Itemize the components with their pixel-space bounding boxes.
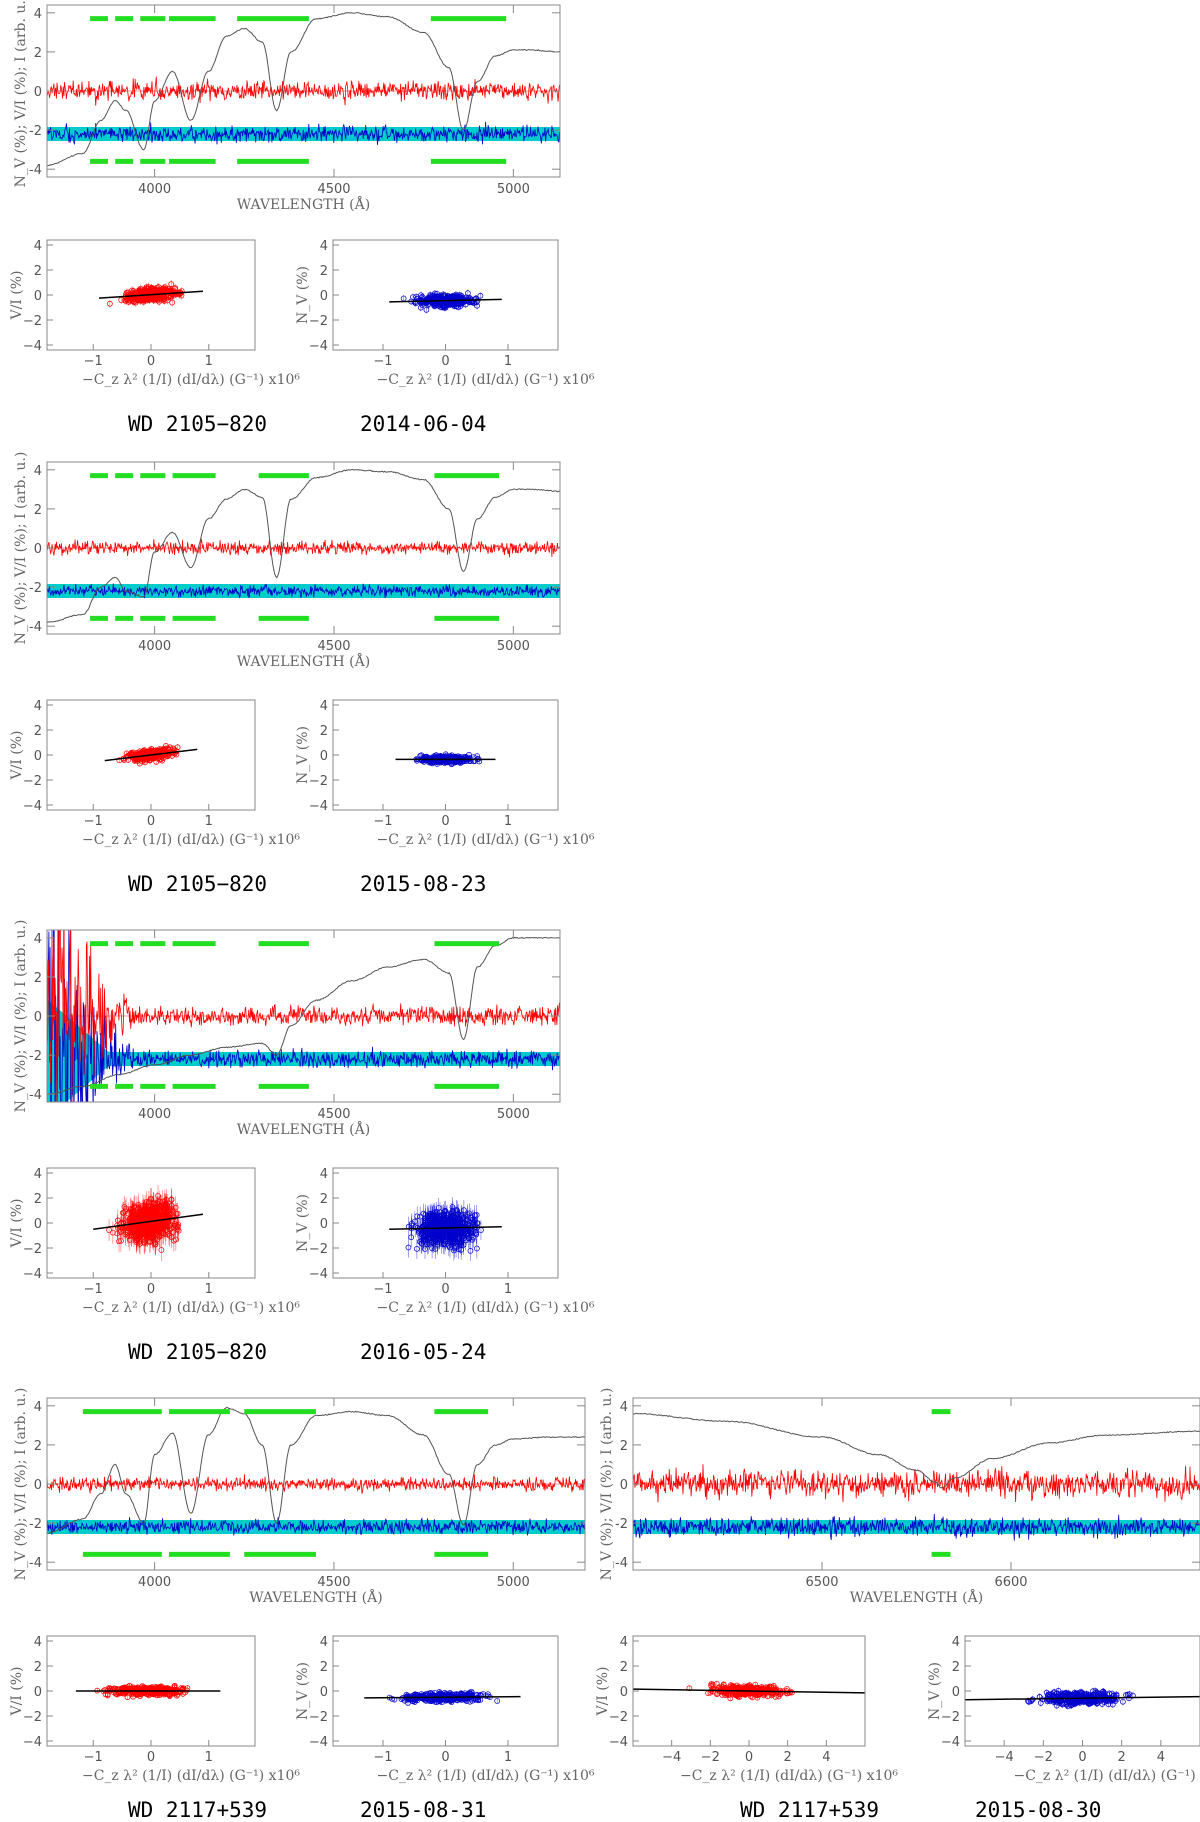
panel-1-plot-area <box>47 13 560 166</box>
panel-1-ytick-label-2: 2 <box>34 46 42 61</box>
panel-1-ytick-label--2: -2 <box>29 124 42 139</box>
panel-2-scatter-v-xtick-label--1: −1 <box>84 814 103 829</box>
panel-2-scatter-v-ytick-label-4: 4 <box>34 699 42 714</box>
panel-1-xlabel: WAVELENGTH (Å) <box>237 195 370 213</box>
panel-3-xtick-label-4000: 4000 <box>138 1107 171 1122</box>
panel-1-scatter-v-xtick-label-1: 1 <box>205 354 213 369</box>
panel-1-scatter-n-xtick-label--1: −1 <box>373 354 392 369</box>
panel-1-scatter-v-ytick-label-4: 4 <box>34 239 42 254</box>
panel-3-scatter-v-ylabel: V/I (%) <box>9 1198 25 1248</box>
panel-3-scatter-v: −1 0 1 −4 −2 0 2 4 −C_z λ² (1/I) (dI/dλ) (G⁻¹) x… <box>9 1167 300 1316</box>
panel-2-plot-area <box>47 470 560 623</box>
panel-2-scatter-v-ytick-label-2: 2 <box>34 724 42 739</box>
panel-1-scatter-n-xtick-label-0: 0 <box>441 354 449 369</box>
panel-2-scatter-n-ytick-label-0: 0 <box>320 749 328 764</box>
panel-1-scatter-n-ytick-label--4: −4 <box>309 339 328 354</box>
panel-2-ytick-label-2: 2 <box>34 503 42 518</box>
panel-2-scatter-v-ytick-label--4: −4 <box>23 799 42 814</box>
panel-1-scatter-v-ytick-label--2: −2 <box>23 314 42 329</box>
panel-3-scatter-v-xtick-label-0: 0 <box>147 1282 155 1297</box>
panel-2-scatter-n-ylabel: N_V (%) <box>295 726 311 784</box>
panel-1-scatter-n: −1 0 1 −4 −2 0 2 4 −C_z λ² (1/I) (dI/dλ) (G⁻¹) x… <box>295 239 595 388</box>
panel-1-scatter-n-ytick-label-0: 0 <box>320 289 328 304</box>
panel-2-scatter-v-ytick-label--2: −2 <box>23 774 42 789</box>
panel-1-scatter-n-ytick-label--2: −2 <box>309 314 328 329</box>
panel-1-scatter-v-ytick-label-0: 0 <box>34 289 42 304</box>
panel-2-scatter-n-ytick-label--2: −2 <box>309 774 328 789</box>
panel-3-xtick-label-5000: 5000 <box>497 1107 530 1122</box>
panel-1-scatter-v: −1 0 1 −4 −2 0 2 4 −C_z λ² (1/I) (dI/dλ) (G⁻¹) x… <box>9 239 300 388</box>
panel-3-scatter-v-xtick-label--1: −1 <box>84 1282 103 1297</box>
panel-1-ytick-label--4: -4 <box>29 163 42 178</box>
panel-2-ytick-label--4: -4 <box>29 620 42 635</box>
panel-3-xlabel: WAVELENGTH (Å) <box>237 1120 370 1138</box>
panel-3-ylabel: N_V (%); V/I (%); I (arb. u.) <box>13 920 29 1113</box>
panel-1-spectrum: 4000 4500 5000 -4 -2 0 2 4 WAVELENGTH (Å) N_V (%)… <box>13 0 560 213</box>
panel-1-xtick-label-4000: 4000 <box>138 182 171 197</box>
panel-3-scatter-v-ytick-label-2: 2 <box>34 1192 42 1207</box>
panel-2-scatter-v: −1 0 1 −4 −2 0 2 4 −C_z λ² (1/I) (dI/dλ) (G⁻¹) x… <box>9 699 300 848</box>
panel-2-ytick-label-4: 4 <box>34 464 42 479</box>
panel-2-xlabel: WAVELENGTH (Å) <box>237 652 370 670</box>
panel-2-scatter-v-xtick-label-1: 1 <box>205 814 213 829</box>
panel-2-scatter-n-xlabel: −C_z λ² (1/I) (dI/dλ) (G⁻¹) x10⁶ <box>376 832 594 848</box>
panel-3-ytick-label--2: -2 <box>29 1049 42 1064</box>
panel-1-scatter-n-xlabel: −C_z λ² (1/I) (dI/dλ) (G⁻¹) x10⁶ <box>376 372 594 388</box>
panel-2-xtick-label-4000: 4000 <box>138 639 171 654</box>
panel-3-scatter-v-ytick-label--4: −4 <box>23 1267 42 1282</box>
panel-3-xtick-label-4500: 4500 <box>317 1107 350 1122</box>
panel-2-xtick-label-4500: 4500 <box>317 639 350 654</box>
panel-1-xtick-label-4500: 4500 <box>317 182 350 197</box>
panel-1-ytick-label-4: 4 <box>34 7 42 22</box>
panel-2-scatter-n-xtick-label--1: −1 <box>373 814 392 829</box>
panel-2-scatter-v-ylabel: V/I (%) <box>9 730 25 780</box>
panel-3-scatter-v-ytick-label--2: −2 <box>23 1242 42 1257</box>
panel-2-scatter-v-xlabel: −C_z λ² (1/I) (dI/dλ) (G⁻¹) x10⁶ <box>82 832 300 848</box>
panel-3-ytick-label-4: 4 <box>34 932 42 947</box>
panel-2-scatter-v-xtick-label-0: 0 <box>147 814 155 829</box>
panel-1-scatter-v-xtick-label--1: −1 <box>84 354 103 369</box>
panel-1-scatter-v-xtick-label-0: 0 <box>147 354 155 369</box>
panel-1-scatter-n-xtick-label-1: 1 <box>504 354 512 369</box>
panel-1-scatter-v-ytick-label--4: −4 <box>23 339 42 354</box>
panel-3-scatter-v-xtick-label-1: 1 <box>205 1282 213 1297</box>
panel-1-scatter-v-ylabel: V/I (%) <box>9 270 25 320</box>
panel-1-scatter-n-ytick-label-2: 2 <box>320 264 328 279</box>
panel-2-ytick-label-0: 0 <box>34 542 42 557</box>
panel-1-ylabel: N_V (%); V/I (%); I (arb. u.) <box>13 0 29 187</box>
panel-3-ytick-label-2: 2 <box>34 971 42 986</box>
panel-3-scatter-v-ytick-label-0: 0 <box>34 1217 42 1232</box>
panel-2-scatter-n-ytick-label-2: 2 <box>320 724 328 739</box>
panel-2-scatter-n: −1 0 1 −4 −2 0 2 4 −C_z λ² (1/I) (dI/dλ) (G⁻¹) x… <box>295 699 595 848</box>
panel-1-scatter-n-ylabel: N_V (%) <box>295 266 311 324</box>
panel-2-ytick-label--2: -2 <box>29 581 42 596</box>
panel-2-scatter-v-ytick-label-0: 0 <box>34 749 42 764</box>
panel-2-scatter-n-ytick-label-4: 4 <box>320 699 328 714</box>
panel-3-ytick-label--4: -4 <box>29 1088 42 1103</box>
panel-3-scatter-v-xlabel: −C_z λ² (1/I) (dI/dλ) (G⁻¹) x10⁶ <box>82 1300 300 1316</box>
panel-3-scatter-v-ytick-label-4: 4 <box>34 1167 42 1182</box>
panel-2-scatter-n-ytick-label--4: −4 <box>309 799 328 814</box>
panel-1-xtick-label-5000: 5000 <box>497 182 530 197</box>
panel-1-scatter-n-ytick-label-4: 4 <box>320 239 328 254</box>
panel-2-scatter-n-xtick-label-1: 1 <box>504 814 512 829</box>
panel-1-ytick-label-0: 0 <box>34 85 42 100</box>
panel-2-ylabel: N_V (%); V/I (%); I (arb. u.) <box>13 452 29 645</box>
panel-1-scatter-v-ytick-label-2: 2 <box>34 264 42 279</box>
panel-2-spectrum: 4000 4500 5000 -4 -2 0 2 4 WAVELENGTH (Å) N_V (%)… <box>13 452 560 670</box>
panel-3-ytick-label-0: 0 <box>34 1010 42 1025</box>
panel-1-scatter-v-xlabel: −C_z λ² (1/I) (dI/dλ) (G⁻¹) x10⁶ <box>82 372 300 388</box>
panel-2-scatter-n-xtick-label-0: 0 <box>441 814 449 829</box>
panel-2-xtick-label-5000: 5000 <box>497 639 530 654</box>
